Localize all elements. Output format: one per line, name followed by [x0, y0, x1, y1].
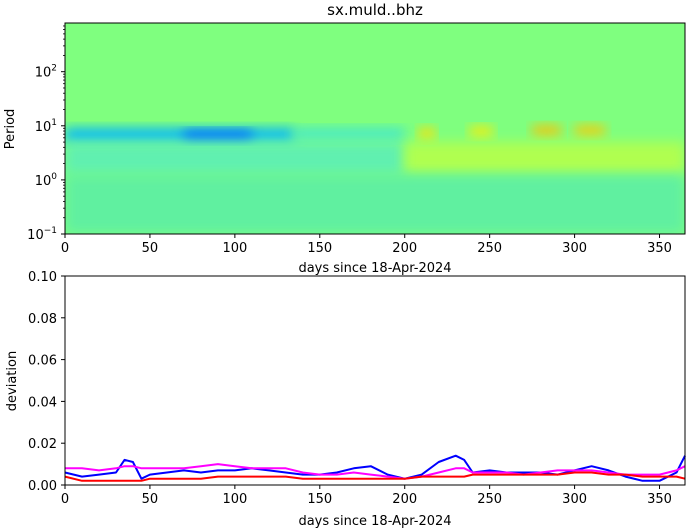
line-y-label: deviation	[5, 351, 20, 411]
y-tick-exponent: 0	[51, 172, 57, 182]
heatmap-cell-4	[469, 126, 494, 137]
y-tick-base: 10	[35, 120, 52, 135]
heatmap-cell-5	[532, 125, 561, 136]
x-tick-label: 50	[142, 241, 159, 256]
heatmap-cell-2	[294, 128, 405, 140]
x-tick-label: 250	[477, 492, 502, 507]
y-tick-label: 0.10	[28, 270, 57, 285]
y-tick-label: 0.00	[28, 479, 57, 494]
heatmap-y-label: Period	[3, 109, 18, 150]
x-tick-label: 300	[562, 492, 587, 507]
heatmap-x-label: days since 18-Apr-2024	[298, 261, 451, 276]
x-tick-label: 100	[222, 492, 247, 507]
x-tick-label: 250	[477, 241, 502, 256]
x-tick-label: 300	[562, 241, 587, 256]
y-tick-label: 100	[35, 172, 58, 189]
y-tick-label: 0.06	[28, 354, 57, 369]
heatmap-cell-1	[183, 131, 252, 141]
heatmap-cell-3	[418, 128, 436, 140]
y-tick-label: 0.02	[28, 437, 57, 452]
y-tick-label: 102	[35, 64, 57, 81]
line-y-ticks: 0.00 0.02 0.04 0.06 0.08 0.10	[28, 270, 65, 494]
series-line-blue	[64, 454, 686, 482]
series-line-red	[64, 471, 686, 482]
chart-title: sx.muld..bhz	[327, 1, 423, 19]
x-tick-label: 200	[392, 241, 417, 256]
heatmap-cell-7	[65, 142, 405, 175]
heatmap-features	[65, 125, 685, 234]
y-tick-label: 0.08	[28, 312, 57, 327]
heatmap-cell-0	[65, 128, 295, 143]
heatmap-cell-6	[574, 125, 606, 136]
y-tick-label: 101	[35, 118, 57, 135]
heatmap-x-ticks: 0 50 100 150 200 250 300 350	[61, 234, 672, 256]
y-tick-base: 10	[27, 228, 44, 243]
y-tick-exponent: −1	[44, 226, 57, 236]
x-tick-label: 150	[307, 492, 332, 507]
y-tick-base: 10	[35, 174, 52, 189]
series-line-magenta	[65, 463, 686, 480]
line-x-ticks: 0 50 100 150 200 250 300 350	[61, 485, 672, 507]
y-tick-exponent: 1	[51, 118, 57, 128]
line-series-group	[64, 454, 686, 482]
x-tick-label: 150	[307, 241, 332, 256]
y-tick-label: 10−1	[27, 226, 57, 243]
heatmap-cell-8	[404, 142, 685, 175]
y-tick-base: 10	[35, 66, 52, 81]
line-x-label: days since 18-Apr-2024	[298, 514, 451, 529]
line-panel: 0 50 100 150 200 250 300 350 0.000.020.040.060.…	[5, 270, 686, 529]
x-tick-label: 200	[392, 492, 417, 507]
y-tick-label: 0.04	[28, 395, 57, 410]
line-plot-background	[65, 276, 685, 485]
line-plot-frame	[64, 275, 686, 486]
heatmap-cell-9	[65, 174, 685, 234]
x-tick-label: 0	[61, 492, 69, 507]
x-tick-label: 50	[142, 492, 159, 507]
x-tick-label: 350	[647, 241, 672, 256]
x-tick-label: 0	[61, 241, 69, 256]
x-tick-label: 350	[647, 492, 672, 507]
y-tick-exponent: 2	[51, 64, 57, 74]
x-tick-label: 100	[222, 241, 247, 256]
